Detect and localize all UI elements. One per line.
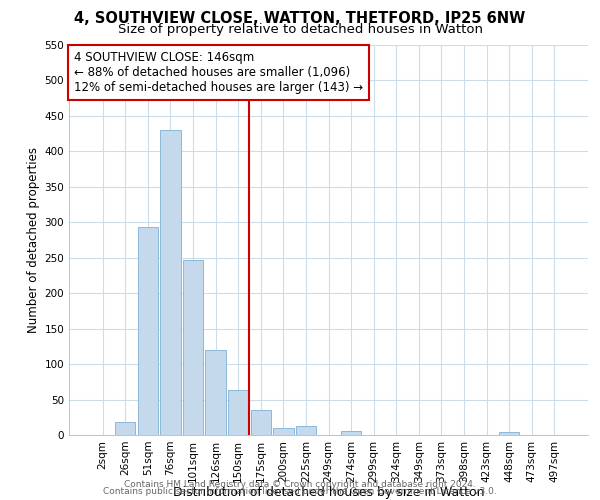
Y-axis label: Number of detached properties: Number of detached properties <box>27 147 40 333</box>
Text: Contains HM Land Registry data © Crown copyright and database right 2024.: Contains HM Land Registry data © Crown c… <box>124 480 476 489</box>
Bar <box>499 432 519 435</box>
Text: 4, SOUTHVIEW CLOSE, WATTON, THETFORD, IP25 6NW: 4, SOUTHVIEW CLOSE, WATTON, THETFORD, IP… <box>74 11 526 26</box>
Bar <box>115 422 136 435</box>
Bar <box>138 227 158 435</box>
Text: Contains public sector information licensed under the Open Government Licence v3: Contains public sector information licen… <box>103 487 497 496</box>
X-axis label: Distribution of detached houses by size in Watton: Distribution of detached houses by size … <box>173 486 484 499</box>
Bar <box>183 260 203 435</box>
Bar <box>296 426 316 435</box>
Text: Size of property relative to detached houses in Watton: Size of property relative to detached ho… <box>118 22 482 36</box>
Bar <box>205 350 226 435</box>
Bar <box>341 432 361 435</box>
Bar <box>251 410 271 435</box>
Bar <box>228 390 248 435</box>
Text: 4 SOUTHVIEW CLOSE: 146sqm
← 88% of detached houses are smaller (1,096)
12% of se: 4 SOUTHVIEW CLOSE: 146sqm ← 88% of detac… <box>74 51 364 94</box>
Bar <box>273 428 293 435</box>
Bar <box>160 130 181 435</box>
